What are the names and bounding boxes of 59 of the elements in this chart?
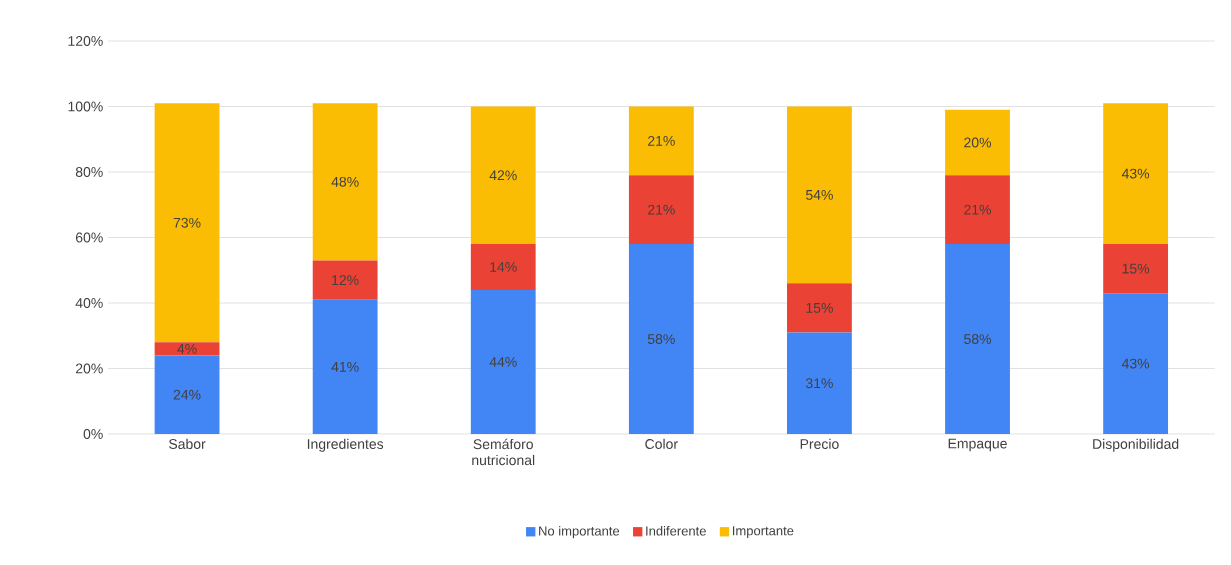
bar: [154, 355, 220, 434]
y-tick-label: 20%: [75, 363, 103, 374]
legend-label: Importante: [732, 526, 794, 538]
data-label: 73%: [173, 217, 201, 228]
x-tick-label: Sabor: [169, 438, 206, 449]
bar: [1103, 293, 1169, 434]
x-tick-label: Semáforo nutricional: [472, 438, 535, 466]
x-tick-label: Empaque: [948, 438, 1007, 452]
data-label: 12%: [332, 275, 359, 285]
x-tick-label: Color: [645, 438, 678, 449]
data-label: 43%: [1121, 358, 1150, 369]
y-tick-label: 40%: [75, 298, 103, 308]
bar: [470, 106, 536, 245]
bar: [312, 299, 378, 434]
data-label: 58%: [964, 334, 992, 344]
data-label: 14%: [490, 262, 517, 272]
bar: [787, 332, 852, 434]
y-tick-label: 60%: [75, 232, 103, 243]
data-label: 4%: [177, 343, 197, 354]
bar: [154, 342, 220, 356]
bar: [945, 109, 1010, 176]
data-label: 15%: [806, 303, 833, 313]
bar: [628, 244, 694, 434]
bar: [470, 289, 536, 434]
bar: [312, 103, 378, 261]
data-label: 41%: [331, 361, 359, 372]
data-label: 21%: [964, 204, 992, 215]
data-label: 21%: [648, 135, 675, 146]
bar: [312, 260, 378, 300]
legend-label: Indiferente: [646, 526, 706, 536]
x-tick-label: Precio: [800, 438, 839, 449]
bar: [1103, 103, 1169, 245]
data-label: 43%: [1121, 168, 1150, 179]
bar: [787, 106, 852, 284]
data-label: 42%: [489, 170, 517, 181]
data-label: 20%: [964, 137, 992, 148]
x-tick-label: Ingredientes: [307, 438, 384, 452]
bar: [1103, 244, 1169, 294]
bar: [628, 175, 694, 245]
data-label: 21%: [648, 204, 675, 215]
bar: [945, 244, 1010, 434]
data-label: 24%: [173, 389, 201, 400]
data-label: 31%: [805, 378, 833, 389]
data-label: 54%: [805, 190, 833, 200]
x-tick-label: Disponibilidad: [1093, 438, 1179, 452]
bar: [154, 103, 220, 343]
y-tick-label: 0%: [83, 429, 103, 439]
y-tick-label: 120%: [68, 36, 103, 46]
data-label: 44%: [489, 357, 517, 367]
data-label: 48%: [331, 176, 359, 187]
bar: [628, 106, 694, 176]
y-tick-label: 80%: [75, 167, 103, 177]
bar: [945, 175, 1010, 245]
bar: [787, 283, 852, 333]
y-tick-label: 100%: [68, 101, 103, 112]
data-label: 58%: [647, 334, 675, 344]
legend-label: No importante: [539, 526, 620, 539]
bar: [470, 244, 536, 290]
data-label: 15%: [1122, 263, 1150, 274]
